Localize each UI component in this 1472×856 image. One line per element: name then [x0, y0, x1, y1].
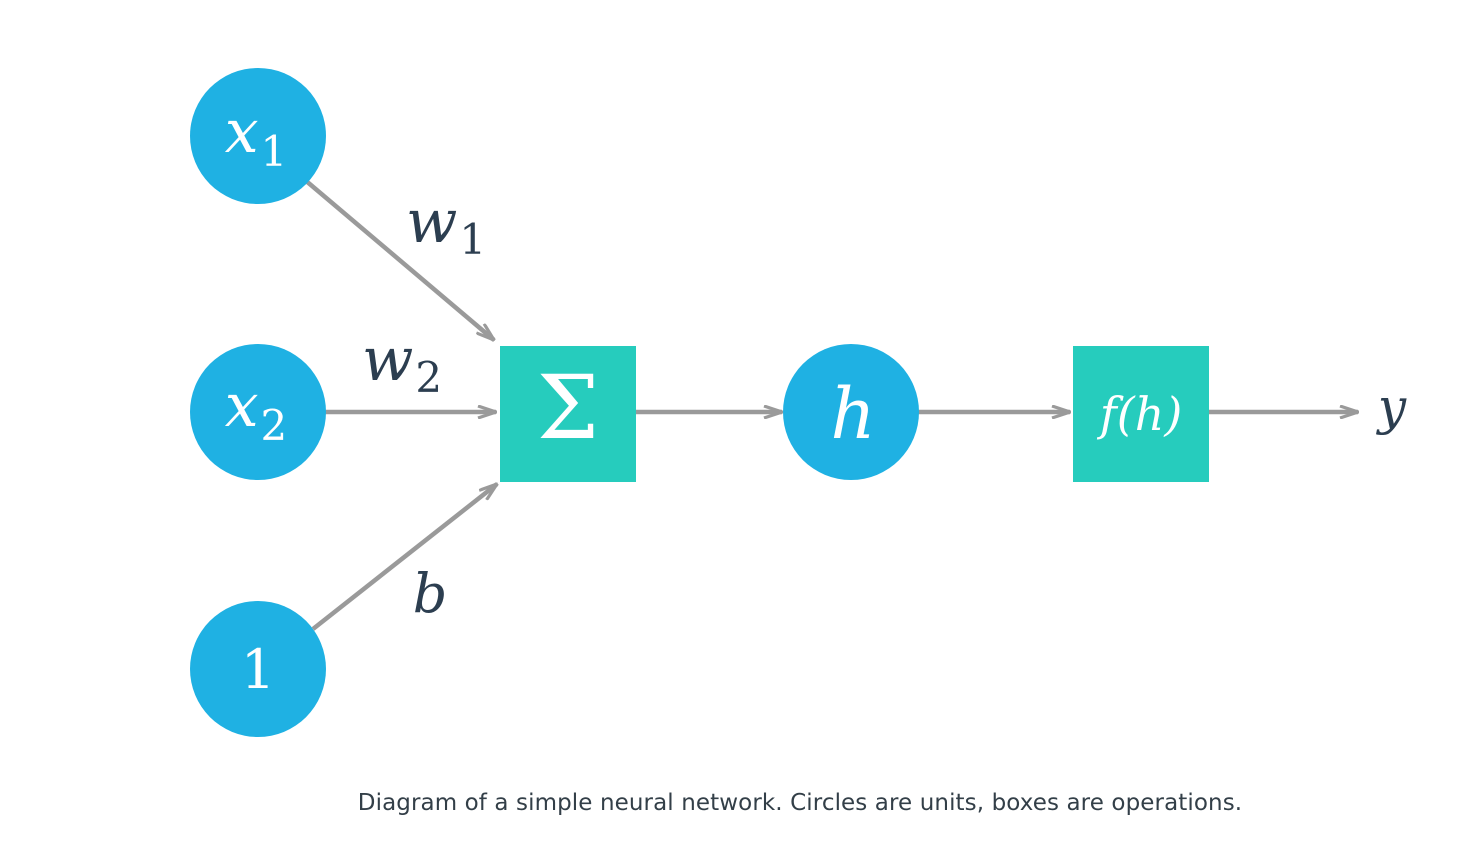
- unit-x2-circle: [190, 344, 326, 480]
- weight-w1-label: w1: [406, 187, 486, 264]
- edges: [303, 178, 1358, 631]
- unit-x1-label: x1: [225, 97, 288, 176]
- unit-h-circle: [783, 344, 919, 480]
- unit-bias-circle: [190, 601, 326, 737]
- edge-x1-to-sum: [303, 178, 494, 340]
- unit-x2-label: x2: [225, 371, 288, 450]
- figure-caption: Diagram of a simple neural network. Circ…: [357, 790, 1243, 816]
- sum-symbol: Σ: [537, 356, 599, 459]
- unit-h-label: h: [830, 373, 875, 455]
- bias-weight-label: b: [413, 562, 448, 625]
- edge-bias-to-sum: [311, 484, 497, 631]
- operation-f-label: f(h): [1097, 387, 1183, 441]
- weight-w2-label: w2: [362, 325, 442, 402]
- operation-f-box: [1073, 346, 1209, 482]
- operation-sum-box: [500, 346, 636, 482]
- output-y-label: y: [1376, 378, 1407, 436]
- unit-x1-circle: [190, 68, 326, 204]
- unit-bias-label: 1: [241, 638, 275, 701]
